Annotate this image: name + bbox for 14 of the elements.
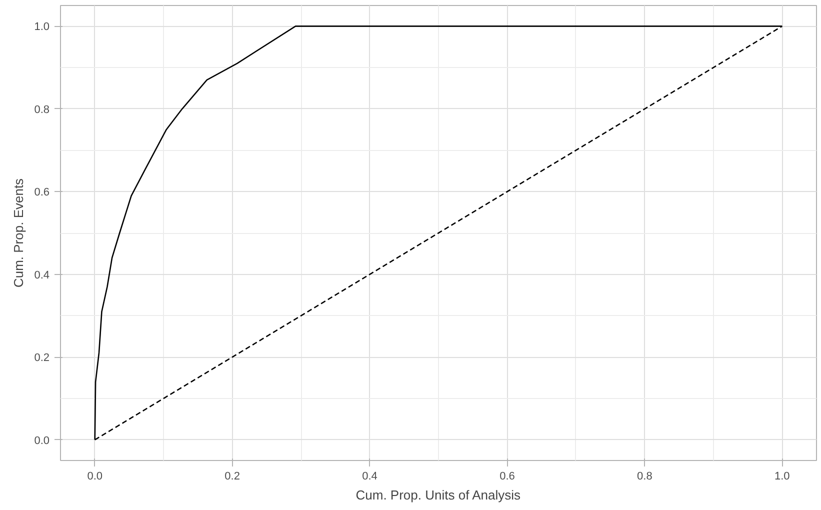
y-tick-label: 0.6 [34,186,50,199]
x-tick-label: 0.4 [362,470,378,482]
y-tick-label: 0.0 [34,434,50,447]
y-tick-label: 0.2 [34,352,50,364]
x-tick-label: 0.0 [87,470,103,482]
y-tick-label: 1.0 [34,21,50,34]
x-tick-label: 0.2 [224,470,240,482]
y-tick-label: 0.4 [34,269,50,282]
y-tick-label: 0.8 [34,104,50,116]
x-tick-label: 1.0 [774,470,790,482]
x-axis-title: Cum. Prop. Units of Analysis [356,488,522,502]
x-tick-label: 0.8 [637,470,652,482]
y-axis-title: Cum. Prop. Events [11,178,26,288]
x-tick-label: 0.6 [500,470,515,482]
